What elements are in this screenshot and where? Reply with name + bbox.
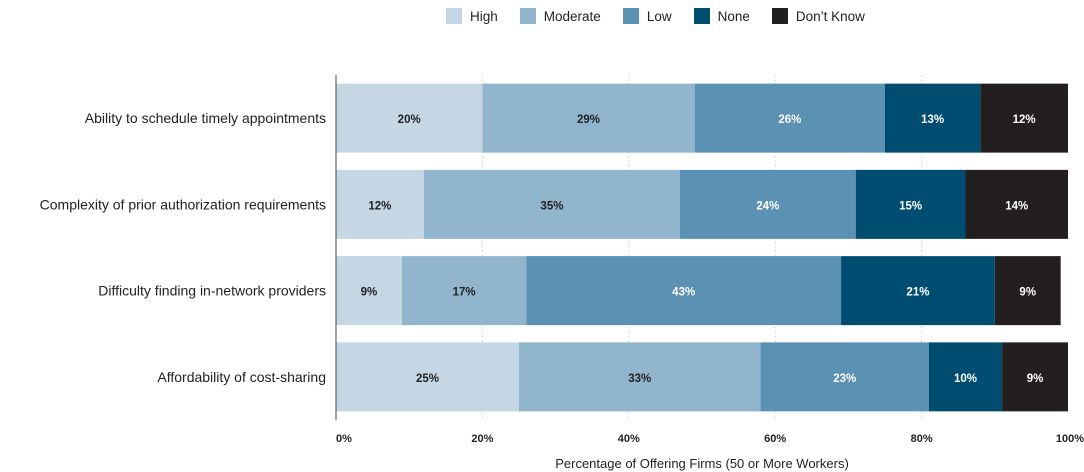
x-tick-label: 20%: [471, 433, 493, 445]
bar-segment: [760, 342, 929, 412]
legend-label: Low: [646, 8, 672, 24]
bar-segment: [401, 256, 527, 326]
legend-item: Low: [622, 8, 672, 24]
legend-item: High: [446, 8, 498, 24]
data-label: 23%: [833, 373, 856, 385]
x-tick-label: 40%: [618, 433, 640, 445]
legend-swatch: [519, 8, 536, 24]
x-tick-label: 80%: [911, 433, 933, 445]
data-label: 9%: [1019, 287, 1036, 299]
data-label: 26%: [778, 114, 801, 126]
legend-swatch: [622, 8, 639, 24]
data-label: 12%: [368, 200, 391, 212]
data-label: 21%: [906, 287, 929, 299]
x-tick-label: 0%: [336, 433, 352, 445]
bar-segment: [482, 83, 695, 153]
data-label: 10%: [954, 373, 977, 385]
category-label: Affordability of cost-sharing: [157, 369, 326, 385]
legend: High Moderate Low None Don’t Know: [446, 8, 887, 24]
data-label: 43%: [672, 287, 695, 299]
legend-item: None: [693, 8, 750, 24]
data-label: 14%: [1005, 200, 1028, 212]
category-label: Difficulty finding in-network providers: [98, 283, 326, 299]
legend-label: None: [717, 8, 750, 24]
data-label: 25%: [416, 373, 439, 385]
bar-segment: [336, 83, 483, 153]
bar-segment: [980, 83, 1068, 153]
data-label: 9%: [1027, 373, 1044, 385]
legend-swatch: [771, 8, 788, 24]
bar-segment: [526, 256, 842, 326]
legend-swatch: [693, 8, 710, 24]
legend-item: Moderate: [519, 8, 601, 24]
bar-segment: [694, 83, 885, 153]
legend-label: Don’t Know: [795, 8, 865, 24]
legend-label: High: [470, 8, 498, 24]
category-label: Complexity of prior authorization requir…: [40, 196, 326, 212]
bar-segment: [1002, 342, 1068, 412]
data-label: 17%: [453, 287, 476, 299]
bar-segment: [855, 169, 966, 239]
data-label: 9%: [361, 287, 378, 299]
data-label: 20%: [398, 114, 421, 126]
data-label: 24%: [756, 200, 779, 212]
bar-segment: [928, 342, 1003, 412]
bar-segment: [423, 169, 681, 239]
bar-segment: [994, 256, 1061, 326]
x-tick-label: 60%: [764, 433, 786, 445]
bar-segment: [841, 256, 995, 326]
x-tick-label: 100%: [1056, 433, 1084, 445]
data-label: 12%: [1013, 114, 1036, 126]
bar-segment: [965, 169, 1068, 239]
bar-segment: [336, 256, 402, 326]
bar-segment: [336, 169, 424, 239]
legend-label: Moderate: [543, 8, 601, 24]
legend-item: Don’t Know: [771, 8, 865, 24]
data-label: 35%: [540, 200, 563, 212]
data-label: 29%: [577, 114, 600, 126]
category-label: Ability to schedule timely appointments: [85, 110, 326, 126]
data-label: 33%: [628, 373, 651, 385]
bar-segment: [519, 342, 761, 412]
data-label: 15%: [899, 200, 922, 212]
bar-segment: [336, 342, 519, 412]
bar-segment: [885, 83, 981, 153]
legend-swatch: [446, 8, 462, 24]
bar-segment: [680, 169, 856, 239]
data-label: 13%: [921, 114, 944, 126]
x-axis-title: Percentage of Offering Firms (50 or More…: [555, 456, 849, 471]
